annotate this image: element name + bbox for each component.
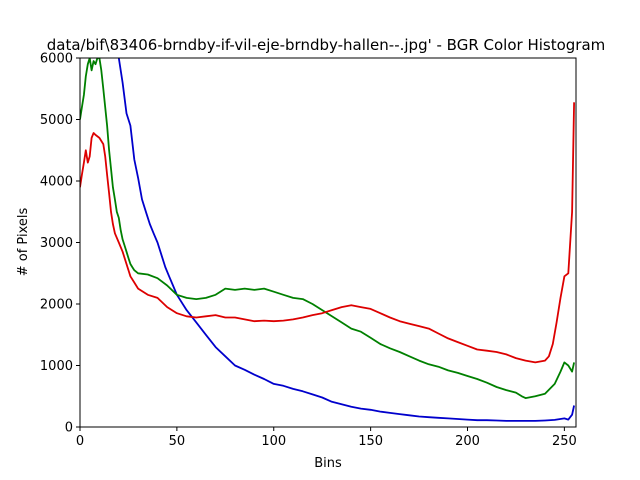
x-tick-label: 250 — [552, 434, 577, 449]
x-tick-label: 0 — [76, 434, 84, 449]
y-tick-label: 3000 — [40, 236, 73, 251]
series-line-1 — [80, 58, 575, 400]
y-axis: 0 1000 2000 3000 4000 5000 6000 — [40, 52, 80, 436]
series-line-0 — [117, 58, 575, 422]
x-axis: 0 50 100 150 200 250 — [76, 427, 577, 449]
chart-title: data/bif\83406-brndby-if-vil-eje-brndby-… — [47, 36, 606, 54]
x-axis-label: Bins — [314, 456, 342, 471]
x-tick-label: 100 — [261, 434, 286, 449]
y-tick-label: 1000 — [40, 359, 73, 374]
y-axis-label: # of Pixels — [16, 208, 31, 277]
y-tick-label: 6000 — [40, 52, 73, 67]
y-tick-label: 5000 — [40, 113, 73, 128]
x-tick-label: 50 — [169, 434, 186, 449]
x-tick-label: 200 — [455, 434, 480, 449]
plot-frame — [79, 57, 577, 428]
y-tick-label: 2000 — [40, 298, 73, 313]
y-tick-label: 0 — [65, 421, 73, 436]
plot-area — [80, 58, 575, 422]
y-tick-label: 4000 — [40, 175, 73, 190]
series-line-2 — [80, 102, 575, 364]
x-tick-label: 150 — [358, 434, 383, 449]
